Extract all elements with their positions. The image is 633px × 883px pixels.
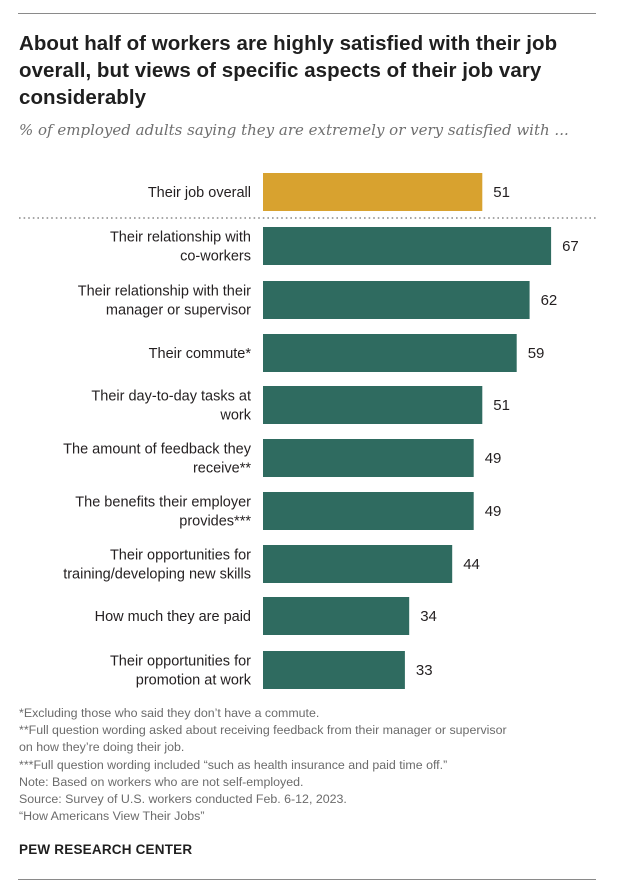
category-label-0: Their job overall (148, 185, 251, 201)
category-label-5: The amount of feedback they receive** (63, 442, 252, 477)
chart-subtitle: % of employed adults saying they are ext… (19, 121, 569, 139)
value-label-5: 49 (485, 450, 502, 467)
note-benefits: ***Full question wording included “such … (19, 757, 448, 772)
value-label-4: 51 (493, 397, 510, 414)
bottom-rule (18, 879, 596, 880)
value-label-2: 62 (541, 292, 558, 309)
bar-8 (263, 597, 410, 635)
brand-logo: PEW RESEARCH CENTER (19, 842, 193, 857)
note-feedback: **Full question wording asked about rece… (19, 723, 507, 738)
bar-3 (263, 334, 517, 372)
category-label-1: Their relationship with co-workers (110, 230, 251, 265)
value-label-7: 44 (463, 556, 480, 573)
note-sample: Note: Based on workers who are not self-… (19, 774, 304, 789)
bar-7 (263, 545, 453, 583)
value-label-6: 49 (485, 503, 502, 520)
bar-6 (263, 492, 474, 530)
category-label-8: How much they are paid (95, 609, 251, 625)
value-label-1: 67 (562, 238, 579, 255)
bar-2 (263, 281, 530, 319)
value-label-3: 59 (528, 345, 545, 362)
category-label-9: Their opportunities for promotion at work (110, 654, 252, 689)
bar-0 (263, 173, 483, 211)
note-source: Source: Survey of U.S. workers conducted… (19, 792, 347, 807)
note-report: “How Americans View Their Jobs” (19, 809, 205, 824)
category-label-6: The benefits their employer provides*** (75, 495, 251, 530)
top-rule (18, 13, 596, 14)
value-label-9: 33 (416, 662, 433, 679)
bar-1 (263, 227, 552, 265)
bar-4 (263, 386, 483, 424)
bar-5 (263, 439, 474, 477)
note-feedback-cont: on how they’re doing their job. (19, 740, 185, 755)
value-label-0: 51 (493, 184, 510, 201)
category-label-3: Their commute* (149, 346, 252, 362)
value-label-8: 34 (420, 608, 437, 625)
note-commute: *Excluding those who said they don’t hav… (19, 706, 320, 720)
category-label-4: Their day-to-day tasks at work (91, 389, 251, 424)
bar-chart: 51 Their job overall 67 Their relationship … (19, 173, 596, 689)
category-label-2: Their relationship with their manager or … (78, 284, 251, 319)
chart-notes: *Excluding those who said they don’t hav… (19, 705, 614, 825)
bar-9 (263, 651, 405, 689)
category-label-7: Their opportunities for training/developi… (63, 548, 251, 583)
chart-title: About half of workers are highly satisfi… (19, 32, 558, 109)
